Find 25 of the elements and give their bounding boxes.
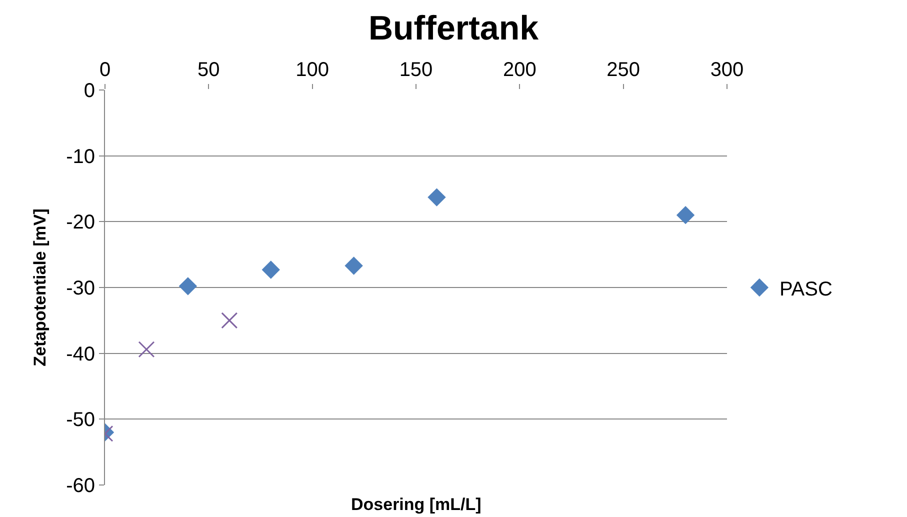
legend-label: PASC xyxy=(779,278,832,300)
point xyxy=(428,188,446,206)
point xyxy=(676,206,695,224)
point xyxy=(262,260,280,279)
y-tick-label: -10 xyxy=(66,146,95,168)
x-tick-label: 200 xyxy=(502,59,536,81)
y-tick-label: -30 xyxy=(66,278,95,300)
x-tick-label: 300 xyxy=(710,59,744,81)
x-tick-label: 250 xyxy=(606,59,640,81)
x-tick-label: 100 xyxy=(296,59,330,81)
point xyxy=(344,256,363,275)
chart-title: Buffertank xyxy=(368,9,539,48)
x-tick-label: 0 xyxy=(99,59,111,81)
point xyxy=(178,277,198,296)
x-tick-label: 50 xyxy=(198,59,220,81)
y-axis-title: Zetapotentiale [mV] xyxy=(30,208,50,366)
y-tick-label: -60 xyxy=(66,475,95,497)
x-axis-title: Dosering [mL/L] xyxy=(351,495,482,514)
y-tick-label: -40 xyxy=(66,343,95,366)
y-tick-label: -20 xyxy=(66,212,95,234)
x-tick-label: 150 xyxy=(399,59,433,81)
point xyxy=(221,312,238,329)
y-tick-label: 0 xyxy=(84,80,95,102)
y-tick-label: -50 xyxy=(66,409,95,432)
point xyxy=(138,341,155,358)
